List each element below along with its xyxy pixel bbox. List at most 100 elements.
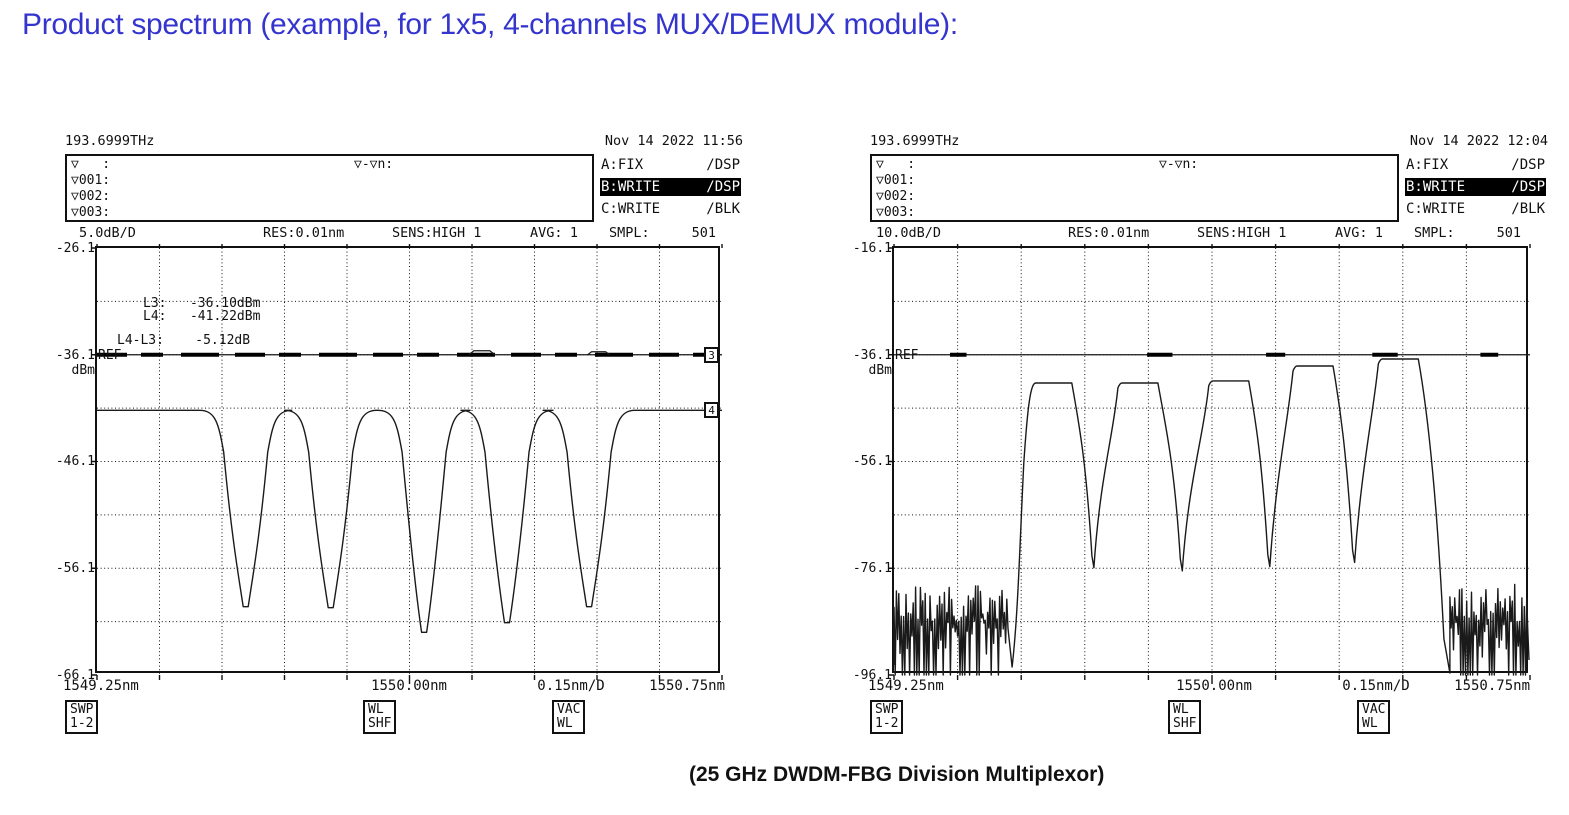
osa-screenshot-left: 193.6999THz Nov 14 2022 11:56 ▽ : ▽-▽n: … (56, 133, 745, 747)
y-axis-unit: dBm (868, 363, 892, 378)
x-scale-label: 0.15nm/D (1342, 678, 1410, 694)
trace-c-status[interactable]: C:WRITE /BLK (600, 200, 741, 218)
softkey-label: WL (1362, 716, 1378, 731)
trace-a-mode: A:FIX (1406, 157, 1449, 173)
y-axis-unit: dBm (71, 363, 95, 378)
spectrum-plot-peaks (889, 244, 1531, 684)
trace-a-mode: A:FIX (601, 157, 644, 173)
datetime-readout: Nov 14 2022 12:04 (1409, 133, 1548, 149)
marker-delta-label: ▽-▽n: (1159, 157, 1199, 172)
trace-c-display: /BLK (706, 201, 740, 217)
x-scale-label: 0.15nm/D (537, 678, 605, 694)
center-frequency-readout: 193.6999THz (65, 133, 155, 149)
softkey-label: 1-2 (70, 716, 94, 731)
trace-b-status-selected[interactable]: B:WRITE /DSP (1405, 178, 1546, 196)
resolution-setting: RES:0.01nm (263, 225, 345, 241)
marker-level-readout-L3: L3: -36.10dBm (143, 296, 261, 311)
y-tick-label: -66.1 (55, 668, 95, 683)
y-tick-label: -56.1 (852, 454, 892, 469)
marker-delta-readout: L4-L3: -5.12dB (117, 333, 251, 348)
x-end-label: 1550.75nm (649, 678, 725, 694)
softkey-label: WL (557, 716, 573, 731)
y-tick-label: -56.1 (55, 561, 95, 576)
datetime-readout: Nov 14 2022 11:56 (604, 133, 743, 149)
trace-b-display: /DSP (1511, 179, 1545, 195)
trace-b-mode: B:WRITE (1406, 179, 1466, 195)
figure-caption: (25 GHz DWDM-FBG Division Multiplexor) (689, 763, 1105, 786)
average-label: AVG: (1335, 225, 1368, 241)
x-start-label: 1549.25nm (868, 678, 944, 694)
trace-b-mode: B:WRITE (601, 179, 661, 195)
softkey-vacuum-wl[interactable]: VAC WL (1357, 700, 1391, 734)
sensitivity-setting: SENS:HIGH 1 (392, 225, 482, 241)
y-tick-label: -46.1 (55, 454, 95, 469)
level-scale-setting: 5.0dB/D (79, 225, 136, 241)
trace-a-status[interactable]: A:FIX /DSP (600, 156, 741, 174)
y-tick-label: -36.1 (852, 348, 892, 363)
softkey-label: SWP (70, 702, 94, 717)
softkey-wl-shift[interactable]: WL SHF (1168, 700, 1202, 734)
marker-row: ▽002: (876, 189, 916, 204)
sampling-value: 501 (1496, 225, 1521, 241)
trace-b-status-selected[interactable]: B:WRITE /DSP (600, 178, 741, 196)
y-tick-label: -36.1 (55, 348, 95, 363)
resolution-setting: RES:0.01nm (1068, 225, 1150, 241)
page-title: Product spectrum (example, for 1x5, 4-ch… (22, 8, 958, 41)
marker-row: ▽ : (71, 157, 111, 172)
trace-c-display: /BLK (1511, 201, 1545, 217)
y-tick-label: -76.1 (852, 561, 892, 576)
softkey-label: SHF (1173, 716, 1197, 731)
marker-row: ▽001: (71, 173, 111, 188)
sampling-value: 501 (691, 225, 716, 241)
marker-list-box: ▽ : ▽-▽n: ▽001: ▽002: ▽003: (65, 154, 594, 222)
softkey-label: VAC (557, 702, 581, 717)
average-value: 1 (569, 225, 578, 241)
trace-4-edge-marker: 4 (704, 402, 719, 418)
softkey-vacuum-wl[interactable]: VAC WL (552, 700, 586, 734)
trace-status-list: A:FIX /DSP B:WRITE /DSP C:WRITE /BLK (600, 156, 741, 222)
trace-status-list: A:FIX /DSP B:WRITE /DSP C:WRITE /BLK (1405, 156, 1546, 222)
softkey-wl-shift[interactable]: WL SHF (363, 700, 397, 734)
softkey-label: SWP (875, 702, 899, 717)
osa-screenshot-right: 193.6999THz Nov 14 2022 12:04 ▽ : ▽-▽n: … (853, 133, 1550, 747)
spectrum-plot-notches (92, 244, 723, 684)
trace-c-mode: C:WRITE (1406, 201, 1466, 217)
softkey-label: WL (368, 702, 384, 717)
x-center-label: 1550.00nm (371, 678, 447, 694)
marker-delta-label: ▽-▽n: (354, 157, 394, 172)
level-scale-setting: 10.0dB/D (876, 225, 942, 241)
x-start-label: 1549.25nm (63, 678, 139, 694)
sampling-label: SMPL: (609, 225, 650, 241)
ref-level-label: REF (895, 348, 919, 363)
sweep-settings-row: 10.0dB/D RES:0.01nm SENS:HIGH 1 AVG: 1 S… (868, 225, 1550, 243)
marker-level-readout-L4: L4: -41.22dBm (143, 309, 261, 324)
marker-list-box: ▽ : ▽-▽n: ▽001: ▽002: ▽003: (870, 154, 1399, 222)
trace-c-mode: C:WRITE (601, 201, 661, 217)
trace-c-status[interactable]: C:WRITE /BLK (1405, 200, 1546, 218)
x-center-label: 1550.00nm (1176, 678, 1252, 694)
marker-row: ▽ : (876, 157, 916, 172)
average-value: 1 (1374, 225, 1383, 241)
softkey-sweep[interactable]: SWP 1-2 (870, 700, 904, 734)
sweep-settings-row: 5.0dB/D RES:0.01nm SENS:HIGH 1 AVG: 1 SM… (63, 225, 745, 243)
marker-row: ▽003: (876, 205, 916, 220)
sampling-label: SMPL: (1414, 225, 1455, 241)
y-tick-label: -26.1 (55, 241, 95, 256)
y-tick-label: -16.1 (852, 241, 892, 256)
softkey-label: SHF (368, 716, 392, 731)
sensitivity-setting: SENS:HIGH 1 (1197, 225, 1287, 241)
trace-b-display: /DSP (706, 179, 740, 195)
marker-row: ▽002: (71, 189, 111, 204)
average-label: AVG: (530, 225, 563, 241)
ref-level-label: REF (98, 348, 122, 363)
trace-a-display: /DSP (706, 157, 740, 173)
softkey-sweep[interactable]: SWP 1-2 (65, 700, 99, 734)
y-tick-label: -96.1 (852, 668, 892, 683)
trace-3-edge-marker: 3 (704, 347, 719, 363)
center-frequency-readout: 193.6999THz (870, 133, 960, 149)
x-end-label: 1550.75nm (1454, 678, 1530, 694)
softkey-label: WL (1173, 702, 1189, 717)
trace-a-display: /DSP (1511, 157, 1545, 173)
trace-a-status[interactable]: A:FIX /DSP (1405, 156, 1546, 174)
marker-row: ▽001: (876, 173, 916, 188)
